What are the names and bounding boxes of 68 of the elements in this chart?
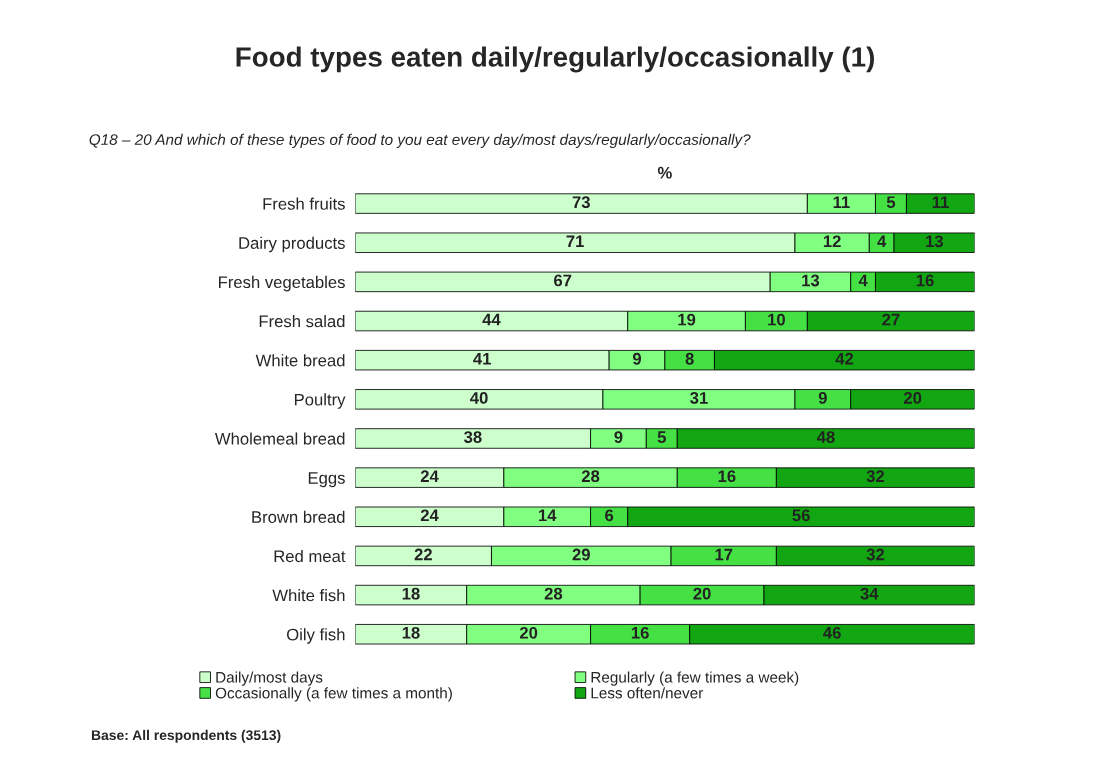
data-label: 10 — [768, 313, 785, 326]
chart-subtitle: Q18 – 20 And which of these types of food to you eat every day/most days/regularly/occasionally? — [89, 133, 751, 149]
chart-title: Food types eaten daily/regularly/occasionally (1) — [236, 46, 874, 73]
text: Base: All respondents (3513) — [91, 729, 281, 743]
legend-label: Less often/never — [591, 687, 704, 699]
data-label: 9 — [818, 392, 827, 404]
data-label: 42 — [835, 352, 854, 365]
data-label: 71 — [566, 235, 584, 248]
data-label: 38 — [464, 431, 482, 443]
data-label: 44 — [482, 313, 501, 326]
data-label: 48 — [816, 431, 835, 443]
y-tick-label: Fresh salad — [259, 314, 345, 328]
data-label: 28 — [581, 470, 600, 483]
data-label: 73 — [572, 196, 590, 209]
data-label: 19 — [678, 313, 696, 326]
y-tick-label: White fish — [272, 589, 345, 602]
data-label: 29 — [572, 548, 590, 561]
data-label: 31 — [690, 392, 708, 404]
data-label: 12 — [823, 235, 841, 248]
data-label: 16 — [916, 274, 934, 287]
data-label: 20 — [519, 626, 538, 639]
y-tick-label: Poultry — [294, 393, 346, 409]
data-label: 28 — [544, 587, 563, 600]
data-label: 6 — [605, 509, 614, 522]
data-label: 4 — [858, 274, 868, 287]
y-tick-label: White bread — [255, 354, 345, 367]
data-label: 17 — [715, 548, 733, 561]
data-label: 32 — [866, 548, 885, 561]
data-label: 46 — [823, 626, 841, 639]
data-label: 32 — [866, 470, 885, 483]
data-label: 4 — [877, 235, 887, 248]
data-label: 8 — [685, 352, 694, 365]
legend-label: Regularly (a few times a week) — [591, 671, 799, 686]
y-tick-label: Fresh vegetables — [219, 275, 345, 292]
data-label: 5 — [657, 431, 666, 443]
y-tick-label: Wholemeal bread — [214, 432, 345, 445]
data-label: 16 — [718, 470, 736, 483]
data-label: 22 — [414, 548, 432, 561]
y-tick-label: Fresh fruits — [263, 197, 345, 210]
y-tick-label: Oily fish — [287, 628, 345, 644]
data-label: 34 — [860, 587, 879, 600]
data-label: 16 — [631, 626, 649, 639]
data-label: 13 — [802, 274, 820, 287]
data-label: 24 — [420, 470, 439, 482]
data-label: 11 — [833, 196, 850, 208]
legend-label: Daily/most days — [216, 671, 323, 686]
data-label: 40 — [470, 392, 488, 404]
data-label: 9 — [614, 431, 623, 443]
y-tick-label: Eggs — [308, 472, 345, 488]
data-label: 41 — [473, 353, 491, 365]
data-label: 56 — [792, 509, 810, 522]
data-label: 18 — [402, 626, 420, 639]
data-label: 9 — [632, 352, 642, 365]
data-label: 27 — [882, 313, 900, 326]
data-label: 20 — [693, 587, 711, 600]
data-label: 67 — [554, 274, 572, 287]
y-tick-label: Brown bread — [252, 510, 345, 523]
legend-label: Occasionally (a few times a month) — [215, 687, 452, 702]
x-axis-title: % — [657, 166, 672, 179]
data-label: 24 — [420, 509, 439, 522]
data-label: 18 — [402, 587, 420, 600]
data-label: 20 — [903, 392, 922, 404]
y-tick-label: Dairy products — [239, 236, 345, 253]
y-tick-label: Red meat — [274, 549, 346, 563]
data-label: 13 — [926, 235, 943, 248]
data-label: 14 — [538, 509, 557, 522]
data-label: 11 — [932, 196, 949, 208]
data-label: 5 — [886, 196, 896, 209]
